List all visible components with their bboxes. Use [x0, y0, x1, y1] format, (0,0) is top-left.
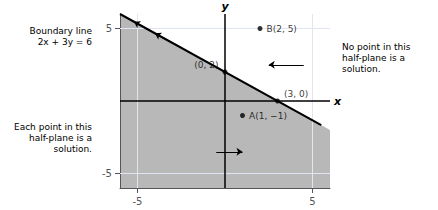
svg-text:-5: -5	[102, 168, 112, 179]
svg-text:solution.: solution.	[53, 144, 92, 154]
svg-text:Each point in this: Each point in this	[14, 122, 92, 132]
svg-text:(0, 2): (0, 2)	[194, 60, 218, 70]
svg-text:x: x	[333, 95, 342, 108]
svg-text:5: 5	[106, 23, 112, 34]
svg-text:A(1, −1): A(1, −1)	[249, 111, 287, 121]
svg-text:2x + 3y = 6: 2x + 3y = 6	[38, 37, 93, 47]
svg-text:No point in this: No point in this	[342, 42, 411, 52]
svg-text:-5: -5	[133, 196, 143, 207]
svg-text:B(2, 5): B(2, 5)	[267, 24, 297, 34]
svg-text:(3, 0): (3, 0)	[284, 89, 308, 99]
svg-text:half-plane is a: half-plane is a	[342, 53, 405, 63]
svg-text:5: 5	[309, 196, 315, 207]
svg-text:Boundary line: Boundary line	[30, 26, 93, 36]
svg-text:y: y	[221, 0, 229, 13]
svg-text:half-plane is a: half-plane is a	[29, 133, 92, 143]
svg-text:solution.: solution.	[342, 64, 381, 74]
